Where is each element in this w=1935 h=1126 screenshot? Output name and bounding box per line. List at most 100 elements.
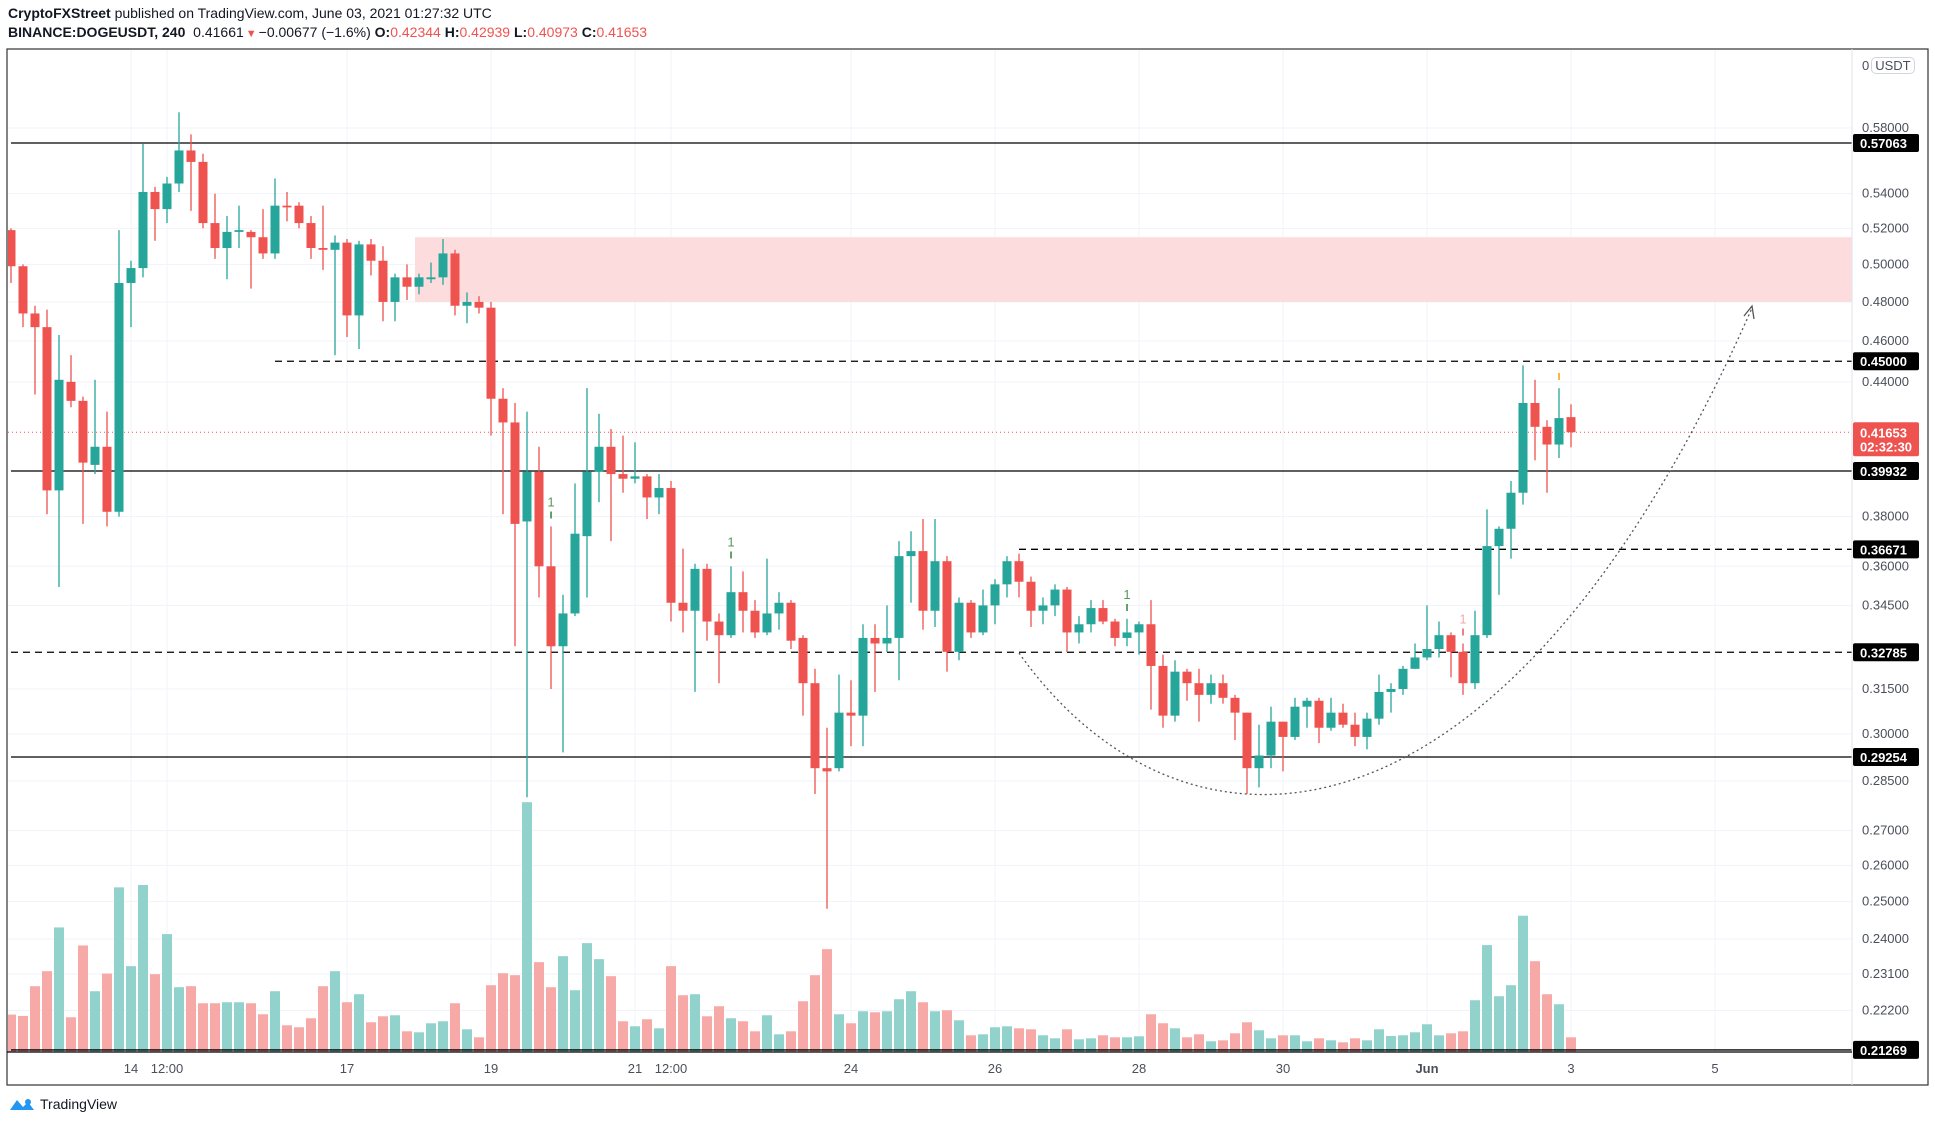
td-setup-glyph-icon: I bbox=[730, 550, 733, 561]
candle bbox=[1506, 481, 1516, 559]
volume-bar bbox=[8, 1014, 16, 1052]
volume-bar bbox=[1482, 945, 1492, 1052]
candle-body bbox=[1266, 721, 1276, 756]
candle bbox=[822, 727, 832, 909]
price-axis[interactable]: 0.58000 0.54000 0.52000 0.50000 0.48000 0.460… bbox=[1862, 120, 1909, 1018]
candle bbox=[390, 273, 400, 322]
level-price-badge bbox=[1853, 133, 1919, 152]
candle-body bbox=[1566, 417, 1576, 433]
time-tick-label: Jun bbox=[1415, 1061, 1438, 1076]
candle bbox=[450, 249, 460, 316]
volume-bar bbox=[330, 971, 340, 1052]
tradingview-logo[interactable]: TradingView bbox=[8, 1096, 117, 1112]
candle bbox=[258, 209, 268, 259]
volume-bar bbox=[858, 1011, 868, 1052]
candle bbox=[354, 240, 364, 350]
price-tick-label: 0.25000 bbox=[1862, 893, 1909, 908]
volume-bar bbox=[1098, 1035, 1108, 1052]
candle bbox=[546, 526, 556, 690]
candle-body bbox=[1374, 691, 1384, 719]
volume-bar bbox=[282, 1025, 292, 1052]
volume-bar bbox=[234, 1002, 244, 1052]
candle bbox=[318, 205, 328, 270]
candle-body bbox=[390, 277, 400, 302]
candle bbox=[1410, 643, 1420, 669]
symbol-label[interactable]: BINANCE:DOGEUSDT, 240 bbox=[8, 24, 186, 40]
volume-bar bbox=[666, 966, 676, 1052]
candle bbox=[378, 246, 388, 322]
time-axis[interactable]: 14 12:00 17 19 21 12:00 24 26 28 30 Jun 3 5 bbox=[124, 1061, 1719, 1076]
price-tick-label: 0.46000 bbox=[1862, 333, 1909, 348]
volume-bar bbox=[894, 999, 904, 1052]
volume-bar bbox=[738, 1021, 748, 1052]
candle-body bbox=[174, 150, 184, 184]
candle bbox=[1014, 553, 1024, 598]
candle-body bbox=[258, 237, 268, 254]
candle bbox=[630, 442, 640, 484]
candle-body bbox=[642, 476, 652, 498]
candle-body bbox=[666, 488, 676, 603]
volume-bar bbox=[126, 966, 136, 1052]
time-tick-label: 30 bbox=[1276, 1061, 1290, 1076]
current-price-badge bbox=[1853, 422, 1919, 457]
price-tick-label: 0.27000 bbox=[1862, 823, 1909, 838]
volume-bar bbox=[546, 987, 556, 1052]
currency-selector[interactable]: 0 USDT bbox=[1862, 57, 1915, 74]
volume-bar bbox=[54, 927, 64, 1052]
candles bbox=[8, 112, 1576, 909]
candle-body bbox=[318, 248, 328, 250]
volume-bar bbox=[882, 1011, 892, 1052]
volume-bar bbox=[1074, 1039, 1084, 1052]
candle-body bbox=[1494, 528, 1504, 547]
level-price-label: 0.29254 bbox=[1860, 750, 1908, 765]
volume-bar bbox=[906, 991, 916, 1052]
volume-bar bbox=[810, 975, 820, 1052]
candle bbox=[282, 191, 292, 222]
volume-bar bbox=[1338, 1042, 1348, 1052]
candle bbox=[1218, 674, 1228, 704]
candle-body bbox=[1530, 403, 1540, 427]
candle-body bbox=[1398, 668, 1408, 690]
projection-arrow-icon bbox=[1743, 304, 1755, 320]
candle-body bbox=[1230, 697, 1240, 713]
author-name[interactable]: CryptoFXStreet bbox=[8, 5, 111, 21]
candle-body bbox=[1050, 589, 1060, 606]
volume-bar bbox=[1542, 994, 1552, 1052]
volume-bar bbox=[558, 956, 568, 1052]
projection-curve[interactable] bbox=[1018, 307, 1753, 796]
candle bbox=[1494, 526, 1504, 595]
supply-zone-rect[interactable] bbox=[415, 237, 1852, 302]
currency-unit[interactable]: USDT bbox=[1871, 57, 1915, 74]
tradingview-text: TradingView bbox=[40, 1096, 118, 1112]
volume-bar bbox=[1506, 985, 1516, 1052]
candle-body bbox=[450, 253, 460, 306]
candle-body bbox=[42, 327, 52, 491]
volume-bar bbox=[402, 1031, 412, 1052]
volume-bar bbox=[426, 1023, 436, 1052]
volume-bar bbox=[210, 1003, 220, 1052]
candle-body bbox=[114, 282, 124, 512]
candle-body bbox=[1362, 718, 1372, 737]
volume-bar bbox=[150, 974, 160, 1052]
candle-body bbox=[1206, 683, 1216, 695]
candle bbox=[858, 624, 868, 747]
candle-body bbox=[1146, 624, 1156, 666]
price-tick-label: 0.22200 bbox=[1862, 1003, 1909, 1018]
candle bbox=[1458, 643, 1468, 695]
candle bbox=[1542, 420, 1552, 493]
volume-bars bbox=[8, 802, 1576, 1052]
candle bbox=[1482, 509, 1492, 638]
candle bbox=[678, 548, 688, 633]
volume-bar bbox=[1554, 1004, 1564, 1052]
high-value: 0.42939 bbox=[459, 24, 511, 40]
candle-body bbox=[1074, 624, 1084, 633]
candle-body bbox=[1410, 657, 1420, 669]
open-value: 0.42344 bbox=[390, 24, 441, 40]
volume-bar bbox=[1326, 1040, 1336, 1052]
price-axis-labels: 0.57063 0.45000 0.39932 0.36671 0.32785 0.292… bbox=[1853, 133, 1919, 1059]
candle bbox=[702, 563, 712, 641]
candle-body bbox=[786, 602, 796, 641]
volume-bar bbox=[726, 1018, 736, 1052]
td-setup-glyph-icon: I bbox=[1126, 603, 1129, 614]
